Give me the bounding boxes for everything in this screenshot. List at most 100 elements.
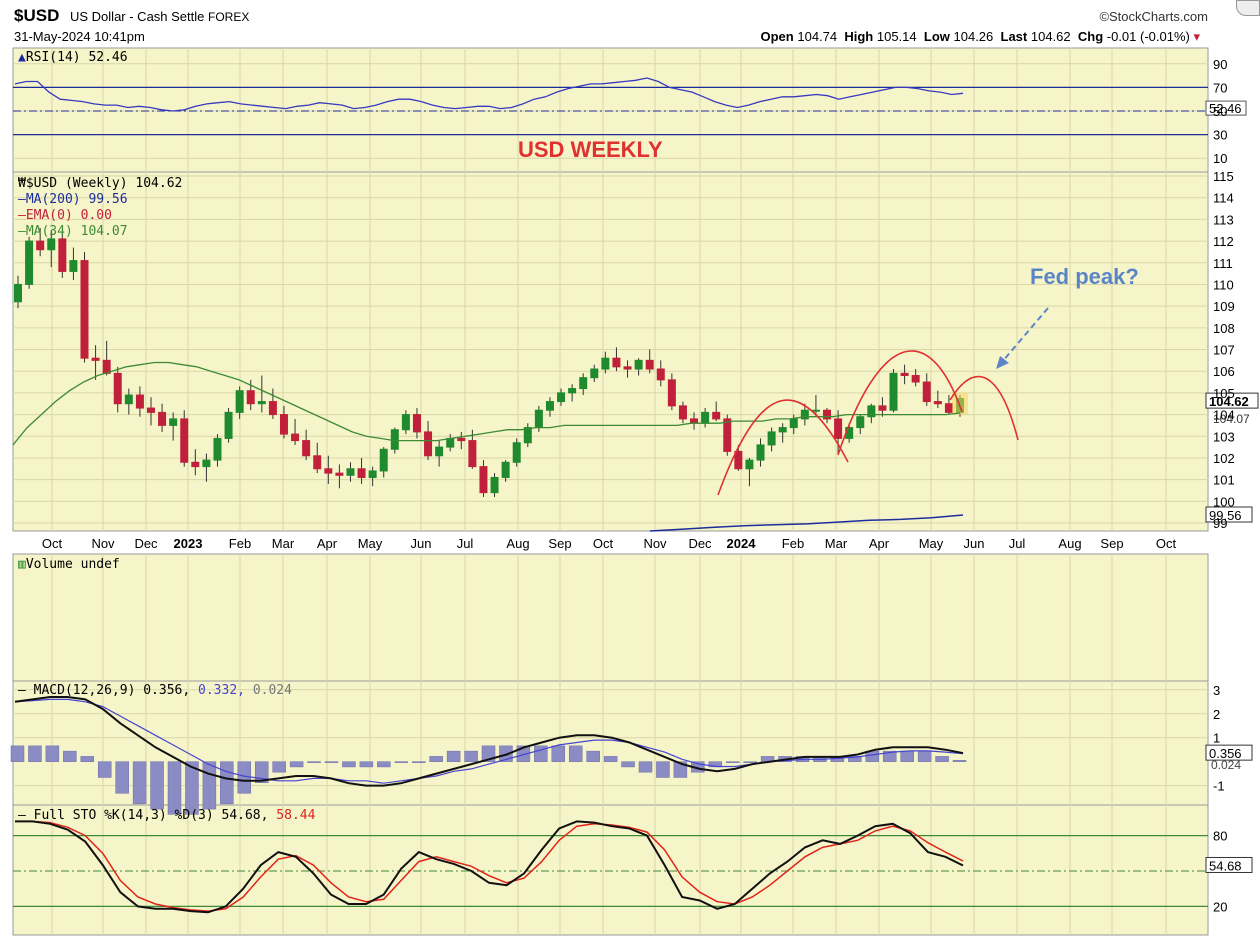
symbol: $USD — [14, 6, 60, 25]
price-y-tick: 100 — [1213, 494, 1235, 509]
price-y-tick: 106 — [1213, 364, 1235, 379]
price-y-tick: 109 — [1213, 299, 1235, 314]
candle-body — [69, 260, 78, 272]
candle-body — [933, 401, 942, 405]
candle-body — [158, 411, 167, 426]
candle-body — [778, 427, 787, 433]
price-y-tick: 103 — [1213, 429, 1235, 444]
ema-legend: —EMA(0) 0.00 — [18, 208, 112, 223]
candle-body — [878, 405, 887, 411]
macd-histogram-bar — [324, 761, 339, 763]
candle-body — [800, 409, 809, 420]
candle-body — [268, 401, 277, 416]
macd-histogram-bar — [534, 745, 548, 762]
candle-body — [944, 403, 953, 413]
price-y-tick: 102 — [1213, 451, 1235, 466]
macd-histogram-bar — [132, 761, 147, 805]
candle-body — [379, 448, 388, 472]
macd-histogram-bar — [900, 750, 914, 762]
candle-body — [25, 240, 34, 285]
candle-body — [911, 375, 920, 383]
rsi-line — [14, 77, 964, 112]
candle-body — [357, 468, 366, 478]
x-tick-label: Oct — [42, 536, 63, 551]
candle-body — [723, 418, 732, 452]
x-tick-label: Jun — [411, 536, 432, 551]
candle-body — [368, 470, 377, 478]
rsi-y-tick: 50 — [1213, 104, 1227, 119]
candle-body — [756, 444, 765, 461]
candle-body — [302, 440, 311, 457]
price-legend: ₩$USD (Weekly) 104.62 — [18, 176, 182, 191]
stochastic-legend: — Full STO %K(14,3) %D(3) 54.68, 58.44 — [18, 808, 316, 823]
macd-last-badge — [1205, 744, 1253, 761]
x-tick-label: Dec — [688, 536, 712, 551]
macd-histogram-bar — [952, 760, 967, 762]
candle-body — [390, 429, 399, 450]
rsi-y-tick: 90 — [1213, 57, 1227, 72]
candle-body — [412, 414, 421, 433]
x-axis: Oct Nov Dec 2023 Feb Mar Apr May Jun Jul Aug Sep Oct… — [42, 536, 1177, 551]
candle-body — [36, 240, 45, 251]
usd-weekly-annotation: USD WEEKLY — [518, 137, 663, 162]
candle-body — [601, 357, 610, 370]
macd-histogram-bar — [63, 750, 77, 762]
macd-histogram-bar — [377, 761, 391, 768]
candle-body — [401, 414, 410, 431]
macd-histogram-bar — [673, 761, 688, 778]
macd-histogram-bar — [638, 761, 653, 773]
macd-histogram-bar — [394, 761, 409, 763]
symbol-description: US Dollar - Cash Settle FOREX — [70, 9, 250, 24]
x-tick-label: May — [358, 536, 383, 551]
x-tick-label: Nov — [91, 536, 115, 551]
candle-body — [667, 379, 676, 407]
price-y-tick: 99 — [1213, 516, 1227, 531]
x-tick-label: Sep — [548, 536, 571, 551]
macd-histogram-bar — [342, 761, 356, 768]
macd-histogram-bar — [359, 761, 374, 768]
candle-body — [867, 405, 876, 418]
candle-body — [202, 459, 211, 468]
x-tick-label: Feb — [782, 536, 804, 551]
candle-body — [191, 461, 200, 468]
candle-body — [579, 377, 588, 390]
x-tick-label: May — [919, 536, 944, 551]
candle-body — [534, 409, 543, 429]
candle-body — [734, 450, 743, 470]
candle-body — [834, 418, 843, 439]
candle-body — [523, 427, 532, 444]
x-tick-label: Oct — [1156, 536, 1177, 551]
macd-histogram-bar — [917, 750, 932, 762]
macd-y-tick: 2 — [1213, 707, 1220, 722]
macd-signal-last-value: 0.024 — [1211, 758, 1241, 772]
rsi-plot: 52.46 — [13, 77, 1247, 136]
candle-body — [435, 446, 444, 457]
x-tick-label: Jun — [964, 536, 985, 551]
candle-body — [291, 433, 300, 442]
candle-body — [224, 411, 233, 439]
candle-body — [678, 405, 687, 420]
candle-body — [856, 416, 865, 429]
candle-body — [457, 437, 466, 442]
rsi-last-badge — [1205, 100, 1247, 116]
volume-legend: ▥Volume undef — [18, 557, 120, 572]
price-y-tick: 115 — [1213, 169, 1234, 184]
candle-body — [656, 368, 665, 381]
candle-body — [512, 442, 521, 463]
price-y-tick: 114 — [1213, 191, 1234, 206]
candle-body — [313, 455, 322, 470]
macd-histogram-bar — [80, 756, 95, 762]
candle-body — [501, 461, 510, 478]
y-axes: 90 70 50 30 10 115 114 113 112 111 110 109 108 107 106… — [1213, 57, 1235, 915]
macd-histogram-bar — [202, 761, 217, 810]
price-plot: 104.62 104.07 99.56 — [12, 228, 1259, 532]
x-tick-label: Oct — [593, 536, 614, 551]
x-tick-label: Apr — [869, 536, 890, 551]
rsi-y-tick: 70 — [1213, 80, 1227, 95]
candle-body — [169, 418, 178, 426]
x-tick-label: Feb — [229, 536, 251, 551]
candle-body — [235, 390, 244, 413]
sto-y-tick: 20 — [1213, 899, 1227, 914]
rsi-y-tick: 10 — [1213, 151, 1227, 166]
